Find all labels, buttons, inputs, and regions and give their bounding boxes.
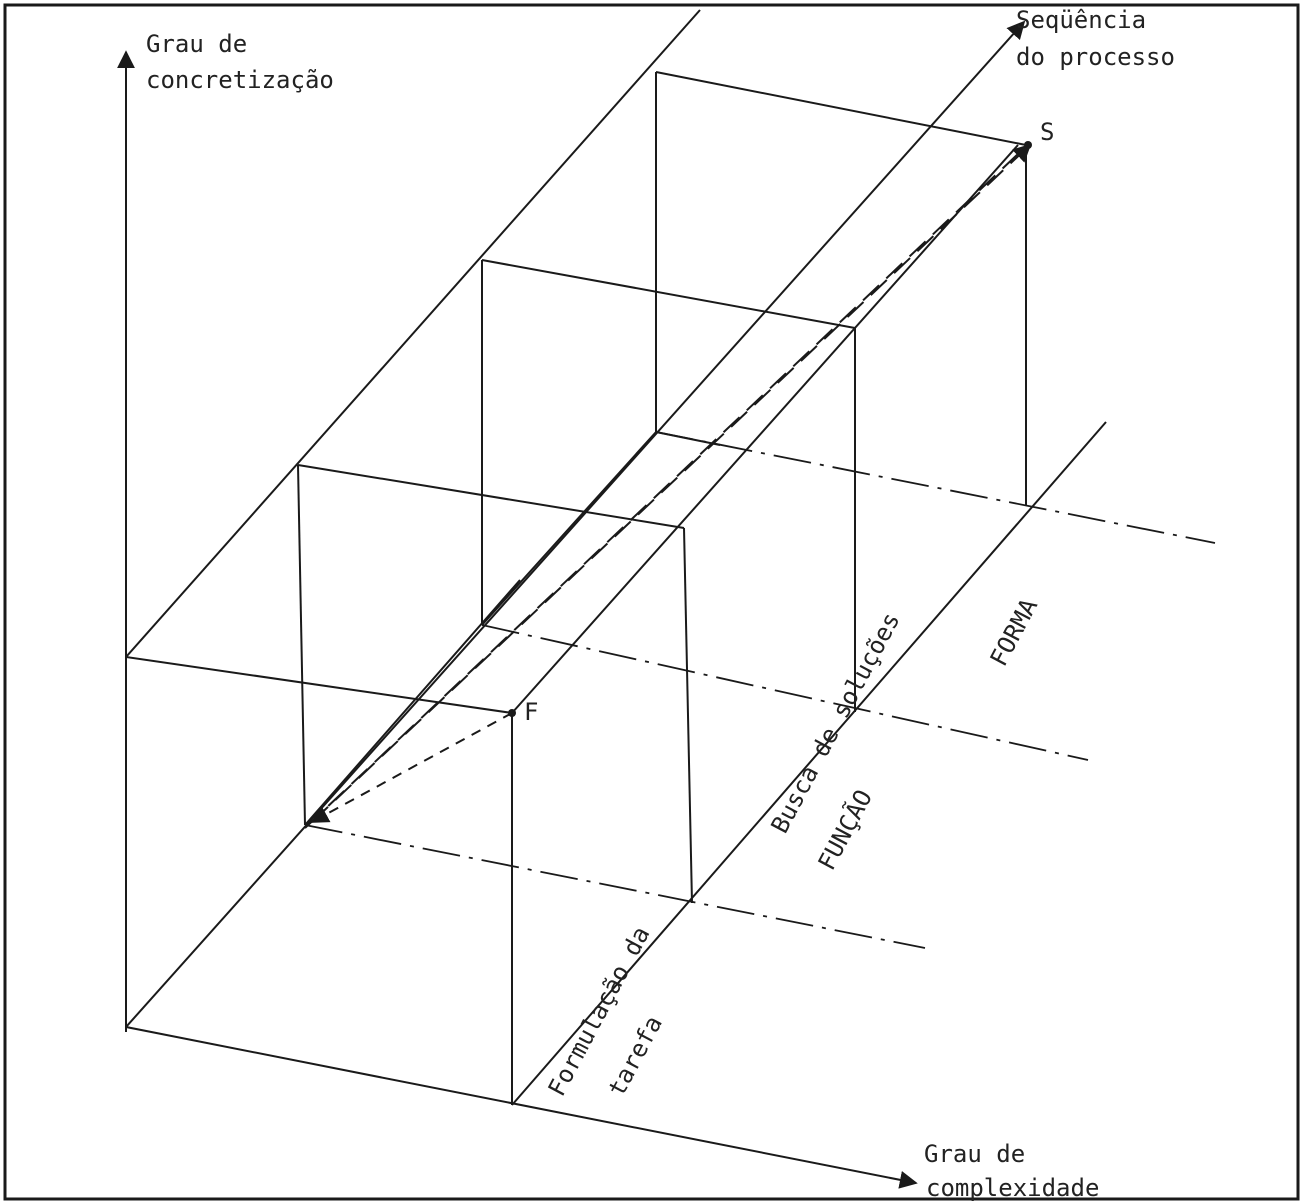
top-left-rail [125, 9, 701, 658]
process-path [304, 141, 1032, 829]
bottom-front-rail [511, 421, 1107, 1106]
box1-top-left [125, 656, 513, 714]
horizontal-axis [125, 1026, 918, 1189]
path-origin-to-s-1 [311, 143, 1032, 823]
depth-axis-label-line1: Seqüência [1016, 6, 1146, 34]
form-level-label: FORMA [985, 593, 1044, 670]
projection-line-3 [655, 431, 1216, 544]
point-s-dot [1024, 141, 1032, 149]
top-front-rail [511, 144, 1019, 714]
box2-top [481, 259, 856, 329]
box1-back-top [297, 464, 685, 529]
phase2-label: Busca de soluções [766, 608, 906, 838]
projection-line-2 [481, 624, 1089, 761]
horizontal-axis-label-line1: Grau de [924, 1140, 1025, 1168]
point-f-dot [508, 709, 516, 717]
path-origin-to-s-2 [304, 151, 1021, 829]
bottom-inner-rail-2 [481, 431, 657, 626]
box3-top [655, 71, 1027, 146]
horizontal-axis-label-line2: complexidade [926, 1174, 1099, 1202]
vertical-axis-label-line1: Grau de [146, 30, 247, 58]
axes [117, 20, 1026, 1189]
depth-axis [125, 20, 1026, 1028]
page-frame [3, 3, 1300, 1201]
phase1-label-line2: tarefa [603, 1011, 668, 1101]
bottom-inner-rail [304, 579, 521, 826]
depth-axis-label-line2: do processo [1016, 43, 1175, 71]
projection-lines [304, 431, 1216, 949]
point-f-label: F [524, 698, 538, 726]
box-structure [125, 9, 1107, 1106]
projection-line-1 [304, 824, 926, 949]
vertical-axis-label-line2: concretização [146, 66, 334, 94]
path-f-to-origin [310, 712, 513, 823]
box1-back-vertical-left [297, 464, 306, 826]
function-level-label: FUNÇÃO [811, 784, 878, 875]
point-s-label: S [1040, 118, 1054, 146]
box1-back-vertical-right [683, 527, 693, 904]
